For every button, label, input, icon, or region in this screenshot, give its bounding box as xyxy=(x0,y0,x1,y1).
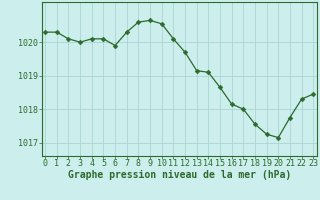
X-axis label: Graphe pression niveau de la mer (hPa): Graphe pression niveau de la mer (hPa) xyxy=(68,170,291,180)
